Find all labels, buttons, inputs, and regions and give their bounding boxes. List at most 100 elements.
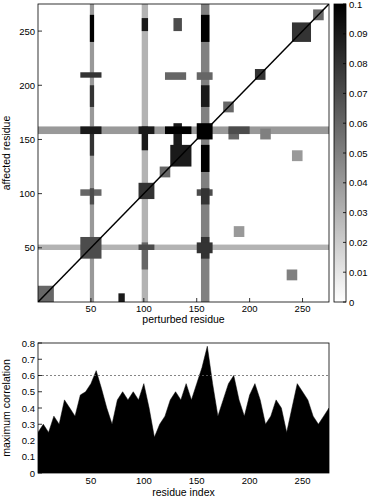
heat-cell bbox=[90, 188, 94, 204]
x-label: perturbed residue bbox=[142, 313, 224, 325]
heat-cell bbox=[139, 245, 155, 250]
heat-cell bbox=[201, 145, 209, 172]
x-tick bbox=[249, 469, 250, 473]
y-tick-label: 200 bbox=[19, 80, 35, 91]
colorbar-tick bbox=[343, 153, 346, 154]
colorbar-tick bbox=[343, 272, 346, 273]
colorbar-tick bbox=[343, 212, 346, 213]
heat-cell bbox=[201, 85, 209, 107]
x-tick bbox=[143, 298, 144, 302]
colorbar-tick-label: 0.08 bbox=[349, 58, 368, 69]
heat-cell bbox=[142, 4, 148, 302]
colorbar-tick bbox=[343, 302, 346, 303]
heat-cell bbox=[197, 72, 213, 80]
heat-cell bbox=[90, 15, 94, 42]
x-tick bbox=[249, 298, 250, 302]
colorbar-tick-label: 0.02 bbox=[349, 237, 368, 248]
heat-cell bbox=[234, 226, 245, 237]
colorbar-tick-label: 0 bbox=[349, 297, 354, 308]
heat-cell bbox=[201, 188, 209, 204]
y-tick bbox=[38, 343, 42, 344]
plot-frame bbox=[38, 343, 329, 473]
heat-cell bbox=[142, 18, 148, 31]
heat-cell bbox=[201, 15, 209, 42]
colorbar-tick-label: 0.09 bbox=[349, 28, 368, 39]
heat-cell bbox=[287, 269, 298, 280]
colorbar-tick bbox=[343, 4, 346, 5]
colorbar-tick bbox=[343, 33, 346, 34]
y-tick-label: 100 bbox=[19, 188, 35, 199]
colorbar-tick-label: 0.03 bbox=[349, 207, 368, 218]
heat-cell bbox=[139, 126, 155, 134]
heat-cell bbox=[260, 129, 271, 140]
colorbar bbox=[334, 4, 346, 302]
y-label: maximum correlation bbox=[0, 359, 12, 457]
x-tick-label: 200 bbox=[242, 475, 258, 486]
heat-cell bbox=[90, 85, 94, 107]
colorbar-tick-label: 0.01 bbox=[349, 267, 368, 278]
threshold-line bbox=[38, 375, 329, 376]
x-tick bbox=[196, 298, 197, 302]
y-tick-label: 0.8 bbox=[22, 338, 35, 349]
y-tick bbox=[38, 456, 42, 457]
heatmap-cells bbox=[38, 4, 329, 302]
heat-cell bbox=[228, 126, 249, 134]
plot-bg bbox=[38, 4, 329, 302]
x-tick-label: 250 bbox=[295, 475, 311, 486]
heat-cell bbox=[118, 293, 124, 302]
y-tick bbox=[38, 85, 42, 86]
colorbar-tick bbox=[343, 242, 346, 243]
y-tick-label: 0.1 bbox=[22, 451, 35, 462]
y-tick bbox=[38, 440, 42, 441]
colorbar-tick-label: 0.07 bbox=[349, 88, 368, 99]
colorbar-tick-label: 0.04 bbox=[349, 177, 368, 188]
y-tick bbox=[38, 139, 42, 140]
y-tick-label: 50 bbox=[24, 242, 35, 253]
y-tick-label: 150 bbox=[19, 134, 35, 145]
x-tick-label: 50 bbox=[86, 303, 97, 314]
colorbar-tick bbox=[343, 123, 346, 124]
colorbar-tick bbox=[343, 63, 346, 64]
x-tick-label: 150 bbox=[189, 475, 205, 486]
heat-cell bbox=[80, 126, 101, 134]
heat-cell bbox=[165, 72, 186, 80]
colorbar-tick bbox=[343, 93, 346, 94]
colorbar-tick-label: 0.1 bbox=[349, 0, 362, 10]
y-tick bbox=[38, 408, 42, 409]
colorbar-tick bbox=[343, 182, 346, 183]
y-tick-label: 0.7 bbox=[22, 354, 35, 365]
x-tick bbox=[196, 469, 197, 473]
diagonal bbox=[38, 4, 329, 302]
y-tick-label: 0.5 bbox=[22, 386, 35, 397]
heat-cell bbox=[173, 18, 181, 31]
colorbar-tick-label: 0.05 bbox=[349, 148, 368, 159]
x-tick bbox=[143, 469, 144, 473]
y-tick bbox=[38, 424, 42, 425]
y-tick bbox=[38, 247, 42, 248]
heat-cell bbox=[165, 126, 191, 134]
x-tick bbox=[302, 298, 303, 302]
heat-cell bbox=[201, 4, 209, 302]
x-label: residue index bbox=[152, 486, 215, 498]
y-tick-label: 0.2 bbox=[22, 435, 35, 446]
heat-cell bbox=[197, 242, 213, 253]
plot-frame bbox=[38, 4, 329, 302]
x-tick-label: 100 bbox=[136, 475, 152, 486]
y-tick bbox=[38, 391, 42, 392]
heat-cell bbox=[292, 150, 303, 161]
colorbar-tick-label: 0.06 bbox=[349, 118, 368, 129]
y-tick-label: 0.4 bbox=[22, 403, 35, 414]
x-tick bbox=[90, 298, 91, 302]
heat-cell bbox=[80, 72, 101, 77]
x-tick-label: 200 bbox=[242, 303, 258, 314]
y-label: affected residue bbox=[0, 116, 12, 191]
y-tick bbox=[38, 31, 42, 32]
x-tick-label: 250 bbox=[295, 303, 311, 314]
y-tick-label: 250 bbox=[19, 26, 35, 37]
y-tick bbox=[38, 193, 42, 194]
heat-cell bbox=[38, 126, 329, 134]
y-tick-label: 0.3 bbox=[22, 419, 35, 430]
y-tick bbox=[38, 359, 42, 360]
x-tick-label: 50 bbox=[86, 475, 97, 486]
x-tick bbox=[302, 469, 303, 473]
